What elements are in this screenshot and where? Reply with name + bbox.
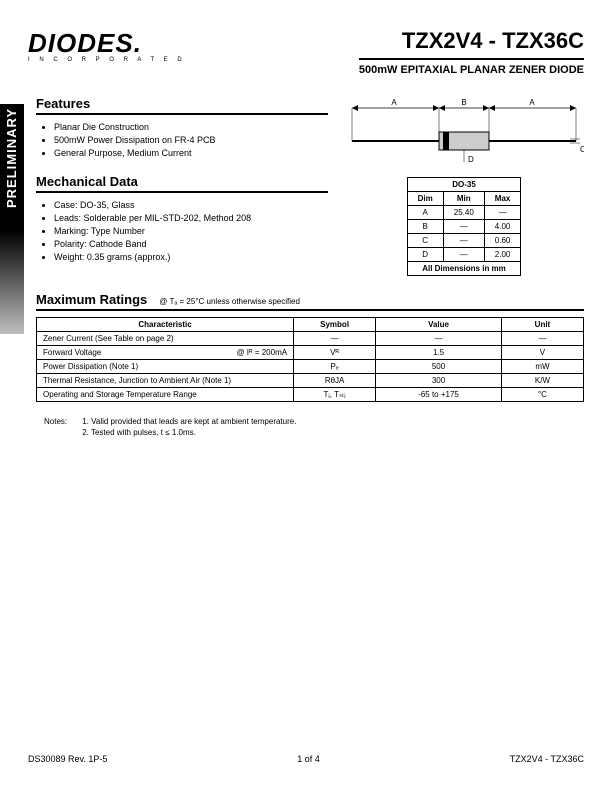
title-rule (359, 58, 584, 60)
table-row: Zener Current (See Table on page 2) — — … (37, 332, 584, 346)
table-row: A25.40— (407, 206, 521, 220)
mechanical-item: Case: DO-35, Glass (54, 199, 328, 212)
table-row: Operating and Storage Temperature Range … (37, 388, 584, 402)
footer-center: 1 of 4 (297, 754, 320, 764)
table-row: B—4.00 (407, 220, 521, 234)
logo-text: DIODES. (28, 28, 186, 59)
title-block: TZX2V4 - TZX36C 500mW EPITAXIAL PLANAR Z… (359, 28, 584, 76)
ratings-header: Value (376, 318, 502, 332)
ratings-header: Symbol (294, 318, 376, 332)
footer-right: TZX2V4 - TZX36C (510, 754, 584, 764)
feature-item: Planar Die Construction (54, 121, 328, 134)
logo-subtext: I N C O R P O R A T E D (28, 57, 186, 63)
mechanical-item: Marking: Type Number (54, 225, 328, 238)
notes-label: Notes: (44, 416, 80, 427)
table-row: Thermal Resistance, Junction to Ambient … (37, 374, 584, 388)
max-ratings-heading: Maximum Ratings (36, 292, 147, 307)
max-ratings-heading-row: Maximum Ratings @ Tₐ = 25°C unless other… (36, 292, 584, 311)
mechanical-item: Polarity: Cathode Band (54, 238, 328, 251)
company-logo: DIODES. I N C O R P O R A T E D (28, 28, 186, 63)
mechanical-heading: Mechanical Data (36, 174, 328, 193)
dim-label-a: A (391, 98, 397, 107)
dim-label-d: D (468, 155, 474, 164)
page-header: DIODES. I N C O R P O R A T E D TZX2V4 -… (28, 28, 584, 82)
table-row: Power Dissipation (Note 1) Pₑ 500 mW (37, 360, 584, 374)
notes-block: Notes: 1. Valid provided that leads are … (44, 416, 584, 438)
feature-item: General Purpose, Medium Current (54, 147, 328, 160)
dim-header: Min (443, 192, 484, 206)
dimension-table: DO-35 Dim Min Max A25.40— B—4.00 C—0.60 … (407, 177, 522, 276)
dim-header: Max (484, 192, 521, 206)
package-diagram: A B A C D (344, 96, 584, 166)
features-list: Planar Die Construction 500mW Power Diss… (54, 121, 328, 160)
max-ratings-condition: @ Tₐ = 25°C unless otherwise specified (159, 297, 300, 306)
dim-package-label: DO-35 (407, 178, 521, 192)
page-footer: DS30089 Rev. 1P-5 1 of 4 TZX2V4 - TZX36C (28, 754, 584, 764)
table-row: D—2.00 (407, 248, 521, 262)
feature-item: 500mW Power Dissipation on FR-4 PCB (54, 134, 328, 147)
dim-label-b: B (461, 98, 466, 107)
features-heading: Features (36, 96, 328, 115)
mechanical-list: Case: DO-35, Glass Leads: Solderable per… (54, 199, 328, 264)
mechanical-item: Weight: 0.35 grams (approx.) (54, 251, 328, 264)
ratings-header: Unit (501, 318, 583, 332)
table-row: Forward Voltage @ Iᴿ = 200mA Vᴿ 1.5 V (37, 346, 584, 360)
ratings-header: Characteristic (37, 318, 294, 332)
subtitle: 500mW EPITAXIAL PLANAR ZENER DIODE (359, 64, 584, 76)
max-ratings-table: Characteristic Symbol Value Unit Zener C… (36, 317, 584, 402)
dim-header: Dim (407, 192, 443, 206)
footer-left: DS30089 Rev. 1P-5 (28, 754, 107, 764)
preliminary-label: PRELIMINARY (4, 108, 19, 208)
dim-label-c: C (580, 145, 584, 154)
part-title: TZX2V4 - TZX36C (359, 28, 584, 54)
note-item: 2. Tested with pulses, t ≤ 1.0ms. (82, 428, 196, 437)
table-row: C—0.60 (407, 234, 521, 248)
dim-footer: All Dimensions in mm (407, 262, 521, 276)
note-item: 1. Valid provided that leads are kept at… (82, 417, 296, 426)
mechanical-item: Leads: Solderable per MIL-STD-202, Metho… (54, 212, 328, 225)
dim-label-a2: A (529, 98, 535, 107)
